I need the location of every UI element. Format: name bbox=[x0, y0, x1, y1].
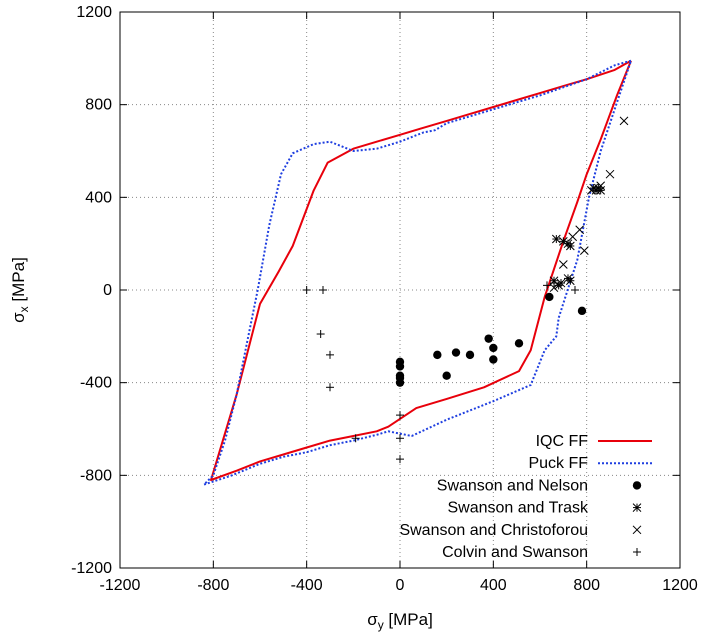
swanson-and-nelson-point bbox=[433, 350, 442, 360]
series-swanson-and-trask bbox=[549, 183, 606, 290]
series-swanson-and-christoforou bbox=[549, 116, 629, 293]
series-puck-ff bbox=[203, 59, 632, 486]
series-iqc-ff bbox=[210, 59, 632, 481]
x-tick-label: 800 bbox=[573, 577, 600, 594]
series-colvin-and-swanson bbox=[302, 279, 579, 464]
x-axis-label: σy [MPa] bbox=[367, 610, 433, 632]
series-layer bbox=[203, 59, 632, 486]
x-tick-label: 1200 bbox=[662, 577, 698, 594]
swanson-and-nelson-point bbox=[489, 343, 498, 353]
y-tick-label: -800 bbox=[80, 467, 112, 484]
swanson-and-nelson-point bbox=[484, 334, 493, 343]
puck-ff-line bbox=[203, 59, 632, 486]
y-tick-label: 800 bbox=[85, 97, 112, 114]
grid bbox=[120, 12, 680, 568]
swanson-and-christoforou-point bbox=[558, 260, 568, 269]
legend-label: IQC FF bbox=[536, 433, 589, 450]
series-swanson-and-nelson bbox=[395, 292, 587, 387]
swanson-and-christoforou-point bbox=[568, 232, 578, 242]
x-tick-label: 0 bbox=[396, 577, 405, 594]
swanson-and-nelson-point bbox=[577, 306, 587, 316]
swanson-and-nelson-point bbox=[545, 292, 554, 302]
x-tick-label: -1200 bbox=[100, 577, 141, 594]
legend-label: Colvin and Swanson bbox=[442, 544, 588, 561]
swanson-and-trask-point bbox=[551, 234, 561, 244]
legend-label: Swanson and Christoforou bbox=[399, 522, 588, 539]
colvin-and-swanson-point bbox=[326, 383, 334, 392]
legend-label: Swanson and Nelson bbox=[437, 477, 588, 494]
y-tick-label: 0 bbox=[103, 282, 112, 299]
swanson-and-trask-point bbox=[565, 241, 575, 251]
legend-item-colvin-and-swanson: Colvin and Swanson bbox=[442, 544, 641, 561]
x-tick-label: 400 bbox=[480, 577, 507, 594]
legend-swatch bbox=[632, 503, 642, 512]
swanson-and-christoforou-point bbox=[579, 246, 589, 255]
colvin-and-swanson-point bbox=[326, 350, 334, 359]
colvin-and-swanson-point bbox=[571, 286, 579, 294]
legend-item-swanson-and-christoforou: Swanson and Christoforou bbox=[399, 522, 642, 539]
legend-swatch bbox=[633, 548, 641, 556]
legend-swatch bbox=[632, 481, 642, 490]
y-tick-label: -1200 bbox=[71, 560, 112, 577]
x-tick-label: -800 bbox=[197, 577, 229, 594]
y-tick-label: -400 bbox=[80, 375, 112, 392]
swanson-and-nelson-point bbox=[442, 371, 451, 380]
colvin-and-swanson-point bbox=[543, 281, 551, 290]
legend-item-swanson-and-trask: Swanson and Trask bbox=[447, 500, 642, 517]
legend-swatch bbox=[632, 525, 642, 535]
swanson-and-christoforou-point bbox=[619, 116, 629, 126]
y-tick-label: 400 bbox=[85, 189, 112, 206]
colvin-and-swanson-point bbox=[319, 286, 327, 294]
colvin-and-swanson-point bbox=[396, 434, 404, 443]
swanson-and-nelson-point bbox=[489, 355, 498, 364]
legend: IQC FF Puck FF Swanson and Nelson Swanson a… bbox=[399, 433, 652, 561]
colvin-and-swanson-point bbox=[316, 330, 325, 339]
legend-item-puck-ff: Puck FF bbox=[528, 455, 652, 472]
colvin-and-swanson-point bbox=[396, 411, 404, 420]
swanson-and-nelson-point bbox=[395, 362, 405, 371]
colvin-and-swanson-point bbox=[396, 455, 404, 464]
swanson-and-nelson-point bbox=[514, 339, 524, 348]
swanson-and-christoforou-point bbox=[575, 225, 585, 235]
legend-item-iqc-ff: IQC FF bbox=[536, 433, 652, 450]
swanson-and-nelson-point bbox=[395, 378, 405, 387]
x-tick-label: -400 bbox=[291, 577, 323, 594]
colvin-and-swanson-point bbox=[550, 279, 558, 288]
axis-ticks: -1200 -800 -400 0 400 800 1200 -1200 -800 -400 0 40… bbox=[71, 4, 698, 594]
swanson-and-nelson-point bbox=[465, 350, 475, 360]
y-axis-label: σx [MPa] bbox=[9, 257, 31, 323]
swanson-and-christoforou-point bbox=[596, 181, 606, 191]
swanson-and-trask-point bbox=[596, 186, 606, 195]
legend-label: Puck FF bbox=[528, 455, 588, 472]
swanson-and-christoforou-point bbox=[586, 186, 596, 195]
swanson-and-christoforou-point bbox=[605, 169, 615, 179]
legend-item-swanson-and-nelson: Swanson and Nelson bbox=[437, 477, 642, 494]
colvin-and-swanson-point bbox=[351, 434, 360, 443]
swanson-and-trask-point bbox=[563, 274, 573, 283]
iqc-ff-line bbox=[210, 59, 632, 481]
legend-label: Swanson and Trask bbox=[447, 500, 589, 517]
swanson-and-nelson-point bbox=[451, 348, 461, 357]
swanson-and-christoforou-point bbox=[549, 283, 559, 293]
y-tick-label: 1200 bbox=[76, 4, 112, 21]
colvin-and-swanson-point bbox=[302, 286, 311, 294]
